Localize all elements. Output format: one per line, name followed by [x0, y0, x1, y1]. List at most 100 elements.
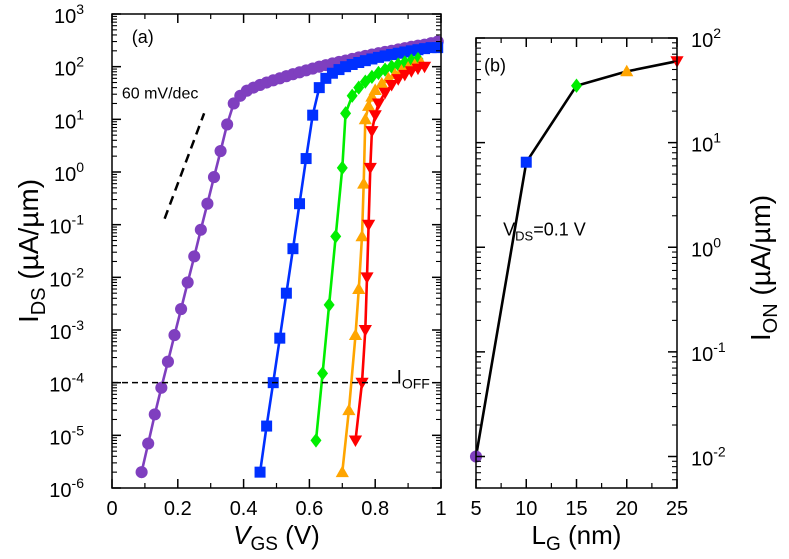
data-point — [359, 55, 371, 67]
data-point — [363, 162, 377, 175]
vds-main: V — [503, 219, 515, 239]
data-point — [355, 377, 369, 390]
ion-tick-label: 10-1 — [691, 339, 726, 366]
data-point — [342, 403, 356, 416]
data-point — [333, 64, 345, 76]
ioff-label-sub: OFF — [402, 376, 430, 392]
x-tick-label: 0 — [106, 498, 117, 520]
panel-a: IOFF 60 mV/dec (a) 0 0.2 0.4 0.6 0.8 110-610-… — [13, 1, 447, 555]
data-point — [161, 355, 174, 368]
data-point — [300, 153, 312, 165]
data-point — [280, 287, 292, 299]
vds-annotation: VDS=0.1 V — [503, 219, 586, 243]
ion-tick-label: 102 — [691, 25, 721, 52]
data-point — [365, 126, 379, 138]
data-point — [348, 328, 363, 341]
data-point — [135, 466, 148, 479]
y-tick-label: 102 — [54, 54, 84, 81]
panel-b-ticks: 5 10 15 20 25 10-2 10-1 100 101 102 — [470, 25, 725, 520]
y-tick-label: 100 — [54, 159, 84, 186]
data-point — [175, 302, 188, 316]
data-point — [358, 112, 372, 125]
ion-label-sub: ON — [760, 303, 782, 333]
data-point — [412, 44, 424, 56]
series-lg-10nm — [254, 42, 444, 478]
data-point — [392, 47, 404, 59]
series-lg-20nm — [335, 56, 428, 478]
panel-b-x-axis-label: LG (nm) — [532, 520, 622, 555]
y-tick-label: 10-1 — [49, 212, 84, 239]
data-point — [398, 69, 412, 82]
data-point — [417, 61, 432, 74]
panel-a-y-axis-label: IDS (µA/µm) — [13, 179, 50, 323]
data-point — [287, 243, 299, 255]
data-point — [379, 50, 391, 62]
data-point — [155, 381, 168, 394]
data-point — [142, 437, 155, 450]
y-tick-label: 10-4 — [49, 370, 84, 397]
data-point — [432, 42, 444, 54]
panel-a-ticks: 0 0.2 0.4 0.6 0.8 1 10-6 10-5 10-4 10-3 10-2 10-1 10… — [49, 1, 446, 520]
data-point — [168, 329, 181, 342]
data-point — [181, 276, 194, 289]
data-point — [385, 79, 399, 92]
data-point — [362, 99, 376, 111]
series-line — [341, 61, 422, 473]
data-point — [323, 297, 335, 313]
vds-sub: DS — [515, 228, 533, 243]
data-point — [371, 98, 386, 111]
data-point — [352, 282, 366, 294]
ioff-label: IOFF — [397, 368, 430, 392]
ion-data-point — [571, 78, 582, 93]
data-point — [261, 420, 273, 432]
x-tick-label: 0.8 — [361, 498, 389, 520]
data-point — [353, 56, 365, 68]
data-point — [360, 272, 374, 284]
data-point — [194, 223, 207, 236]
data-point — [366, 53, 378, 65]
data-point — [317, 366, 329, 381]
ion-label-main: I — [745, 333, 776, 341]
series-lg-15nm — [310, 51, 424, 448]
panel-b-label: (b) — [484, 55, 506, 75]
data-point — [335, 465, 349, 478]
data-point — [201, 197, 214, 210]
x-tick-label: 1 — [435, 498, 446, 520]
ion-tick-label: 100 — [691, 234, 721, 261]
y-tick-label: 103 — [54, 1, 84, 28]
data-point — [346, 88, 358, 103]
panel-a-annotations: IOFF 60 mV/dec (a) — [112, 27, 430, 392]
ion-label-unit: (µA/µm) — [745, 195, 776, 303]
slope-reference-line — [163, 112, 206, 220]
data-point — [358, 325, 372, 337]
lg-label-sub: G — [546, 534, 561, 555]
y-tick-label: 10-6 — [49, 475, 84, 502]
data-point — [313, 82, 325, 94]
data-point — [330, 229, 342, 244]
ion-data-point — [620, 64, 634, 77]
data-point — [294, 198, 306, 210]
panel-b-axes-frame — [475, 37, 678, 489]
series-line — [140, 40, 439, 473]
lg-label-unit: (nm) — [561, 520, 622, 550]
x-label-unit: (V) — [278, 520, 320, 550]
data-point — [307, 109, 319, 121]
data-point — [274, 332, 286, 344]
data-point — [399, 46, 411, 58]
data-point — [148, 408, 161, 421]
data-point — [320, 72, 332, 84]
data-point — [188, 250, 201, 263]
data-point — [386, 49, 398, 61]
panel-a-label: (a) — [132, 27, 154, 47]
y-tick-label: 10-2 — [49, 264, 84, 291]
data-point — [348, 435, 363, 448]
x-label-sub: GS — [251, 534, 278, 555]
ion-line — [474, 59, 678, 457]
y-label-sub: DS — [28, 287, 50, 315]
data-point — [425, 42, 437, 54]
lg-label-main: L — [532, 520, 546, 550]
data-point — [207, 171, 221, 184]
data-point — [254, 466, 266, 478]
ion-data-point — [520, 156, 532, 168]
data-point — [340, 106, 352, 121]
